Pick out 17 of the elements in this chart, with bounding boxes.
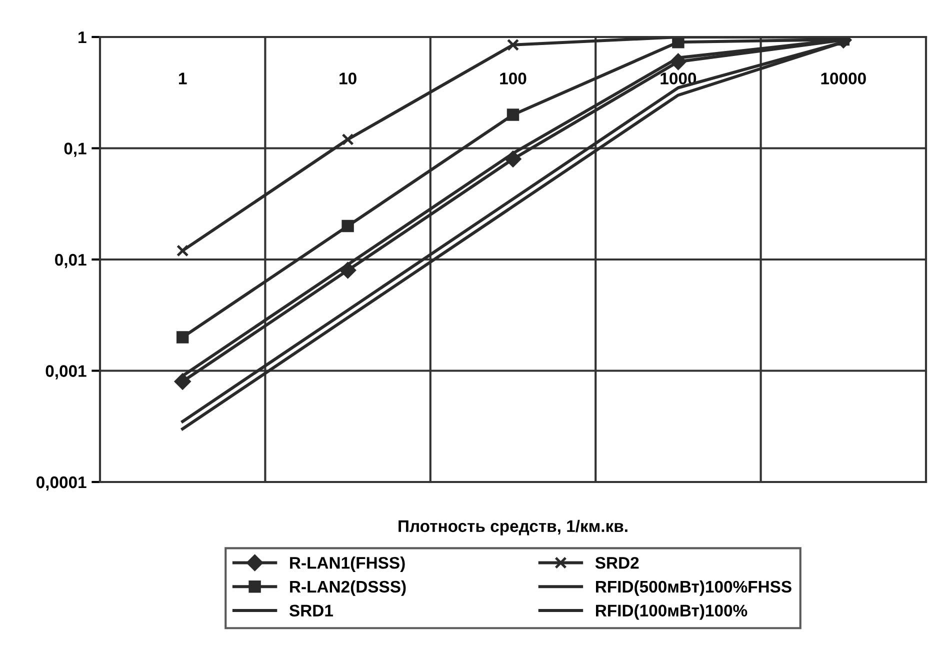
x-tick-label: 10000 — [821, 72, 866, 84]
y-tick-label: 0,01 — [55, 254, 86, 268]
y-tick-label: 0,001 — [46, 365, 86, 380]
legend-label: SRD1 — [289, 604, 333, 616]
x-tick-label: 1 — [179, 72, 187, 84]
legend-label: RFID(500мВт)100%FHSS — [596, 580, 792, 596]
legend-label: RFID(100мВт)100% — [596, 604, 748, 620]
legend-label: R-LAN2(DSSS) — [290, 580, 406, 596]
x-axis-title: Плотность средств, 1/км.кв. — [398, 520, 628, 536]
x-tick-label: 1000 — [660, 72, 696, 84]
legend-label: R-LAN1(FHSS) — [290, 556, 405, 572]
y-tick-label: 0,1 — [64, 142, 86, 157]
legend-label: SRD2 — [595, 556, 639, 569]
x-tick-label: 100 — [500, 72, 526, 84]
y-tick-label: 0,0001 — [36, 476, 86, 491]
y-tick-label: 1 — [78, 32, 86, 44]
x-tick-label: 10 — [340, 72, 356, 84]
